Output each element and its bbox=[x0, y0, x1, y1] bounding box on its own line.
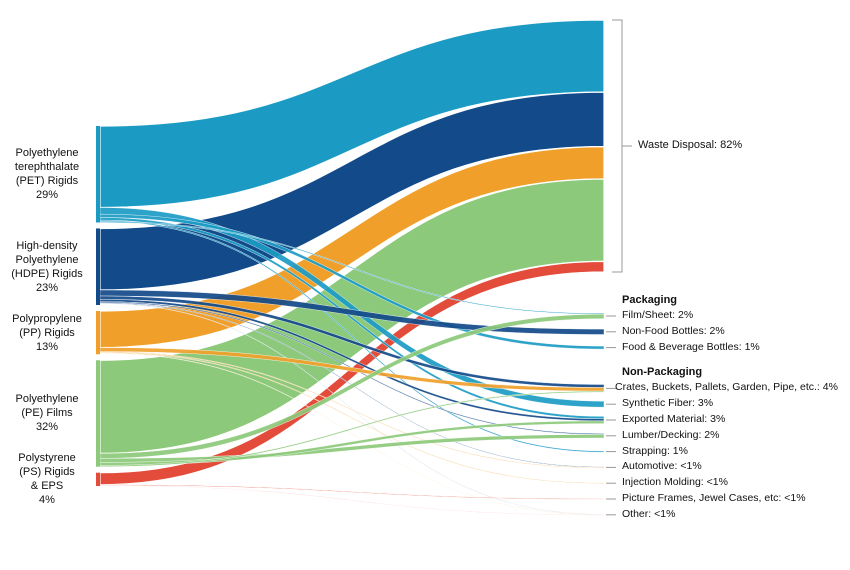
source-label-pp: Polypropylene (PP) Rigids 13% bbox=[12, 312, 82, 353]
target-label-film: Film/Sheet: 2% bbox=[622, 309, 694, 321]
source-node-pe bbox=[96, 360, 100, 467]
target-label-inj: Injection Molding: <1% bbox=[622, 476, 728, 489]
marker-layer bbox=[606, 19, 632, 516]
waste-bracket bbox=[612, 19, 632, 273]
flow-pet-to-fbb bbox=[99, 213, 605, 350]
target-label-export: Exported Material: 3% bbox=[622, 413, 726, 425]
flow-layer bbox=[99, 19, 605, 516]
flow-pe-to-film bbox=[99, 314, 605, 459]
group-title-0: Packaging bbox=[622, 294, 678, 306]
source-label-pe: Polyethylene (PE) Films 32% bbox=[15, 393, 79, 434]
target-label-frames: Picture Frames, Jewel Cases, etc: <1% bbox=[622, 492, 806, 504]
waste-disposal-label: Waste Disposal: 82% bbox=[638, 139, 743, 151]
flow-pp-to-auto bbox=[99, 351, 605, 469]
flow-hdpe-to-nfb bbox=[99, 289, 605, 335]
flow-ps-to-frames bbox=[99, 484, 605, 500]
target-label-strap: Strapping: 1% bbox=[622, 444, 688, 457]
source-label-hdpe: High-density Polyethylene (HDPE) Rigids … bbox=[11, 239, 83, 294]
node-layer bbox=[96, 126, 100, 486]
target-label-fbb: Food & Beverage Bottles: 1% bbox=[622, 340, 760, 353]
target-label-auto: Automotive: <1% bbox=[622, 460, 702, 473]
group-title-1: Non-Packaging bbox=[622, 366, 703, 379]
flow-pp-to-inj bbox=[99, 352, 605, 484]
target-label-nfb: Non-Food Bottles: 2% bbox=[622, 324, 725, 337]
source-node-pp bbox=[96, 310, 100, 355]
source-label-ps: Polystyrene (PS) Rigids & EPS 4% bbox=[18, 452, 76, 507]
target-label-other: Other: <1% bbox=[622, 507, 676, 520]
flow-pe-to-crates bbox=[99, 390, 605, 467]
flow-pet-to-fiber bbox=[99, 207, 605, 408]
target-label-lumber: Lumber/Decking: 2% bbox=[622, 428, 720, 441]
target-label-crates: Crates, Buckets, Pallets, Garden, Pipe, … bbox=[615, 381, 838, 394]
flow-pet-to-strap bbox=[99, 219, 605, 453]
flow-ps-to-other bbox=[99, 485, 605, 516]
target-label-fiber: Synthetic Fiber: 3% bbox=[622, 397, 714, 410]
source-node-hdpe bbox=[96, 228, 100, 305]
source-node-ps bbox=[96, 472, 100, 486]
source-label-pet: Polyethylene terephthalate (PET) Rigids … bbox=[14, 147, 80, 202]
flow-pe-to-export bbox=[99, 420, 605, 466]
source-node-pet bbox=[96, 126, 100, 223]
